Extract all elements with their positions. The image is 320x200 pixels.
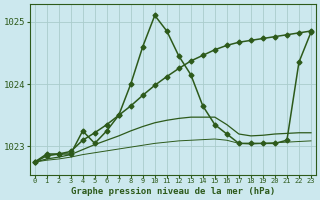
X-axis label: Graphe pression niveau de la mer (hPa): Graphe pression niveau de la mer (hPa) — [71, 187, 275, 196]
